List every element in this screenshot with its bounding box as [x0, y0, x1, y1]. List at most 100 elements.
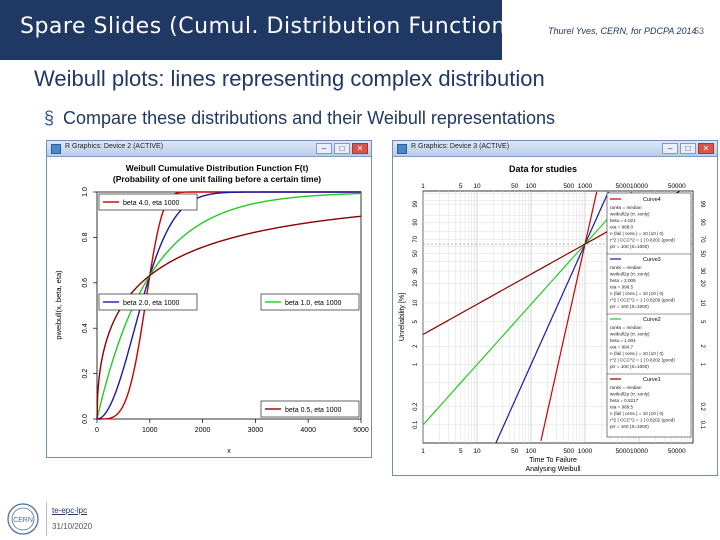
legend-1: beta 2.0, eta 1000	[98, 293, 198, 311]
y-tick-label: 0.2	[413, 402, 419, 411]
x-tick-label: 2000	[195, 427, 211, 434]
series-line-1	[495, 191, 609, 444]
title-background	[0, 0, 502, 60]
slide-subtitle: Weibull plots: lines representing comple…	[34, 66, 545, 91]
series-line-3	[96, 215, 362, 420]
legend-label: beta 2.0, eta 1000	[123, 300, 180, 307]
legend-text: beta = 0.5217	[610, 398, 639, 403]
maximize-button[interactable]: □	[334, 143, 350, 154]
y-tick-label: 0.1	[413, 420, 419, 429]
x-axis-label: x	[227, 448, 231, 455]
legend-text: eta = 998.0	[610, 225, 634, 230]
y-tick-label-right: 70	[699, 236, 705, 243]
legend-text: weibull2p (rr, xonly)	[610, 332, 650, 337]
x-tick-label: 10000	[630, 448, 648, 455]
legend-text: prr = 100 (S=1000)	[610, 424, 649, 429]
x-tick-label: 1	[421, 448, 425, 455]
y-tick-label: 50	[413, 250, 419, 257]
legend-text: beta = 4.021	[610, 218, 636, 223]
x-tick-label: 50	[511, 448, 519, 455]
y-tick-label: 5	[413, 319, 419, 323]
r-app-icon	[397, 144, 407, 154]
legend-text: eta = 996.5	[610, 285, 634, 290]
x-tick-label: 500	[563, 448, 574, 455]
x-tick-label: 1000	[142, 427, 158, 434]
legend-text: prr = 100 (S=1000)	[610, 304, 649, 309]
footer-link[interactable]: te-epc-lpc	[52, 506, 88, 515]
slide-title: Spare Slides (Cumul. Distribution Functi…	[20, 14, 516, 39]
y-tick-label: 0.8	[82, 232, 89, 242]
y-tick-label: 10	[413, 299, 419, 306]
logo-text: CERN	[13, 517, 33, 524]
slide-header: Spare Slides (Cumul. Distribution Functi…	[0, 0, 720, 60]
y-tick-label: 99	[413, 200, 419, 207]
cern-logo-icon: CERN	[7, 503, 39, 535]
legend-text: r^2 | CCC^2 = 1 | 0.8202 (good)	[610, 418, 675, 423]
x-tick-label-top: 5	[459, 183, 463, 190]
legend-curve-name: Curve4	[643, 197, 661, 203]
legend-text: prr = 100 (S=1000)	[610, 364, 649, 369]
left-window-titlebar[interactable]: R Graphics: Device 2 (ACTIVE) – □ ✕	[47, 141, 371, 157]
x-tick-label-top: 100	[526, 183, 537, 190]
legend-text: n (fail | cens.) = 10 (10 | 0)	[610, 411, 664, 416]
bullet-mark: §	[44, 108, 55, 128]
legend-text: weibull2p (rr, xonly)	[610, 392, 650, 397]
legend-curve-name: Curve3	[643, 257, 661, 263]
y-tick-label: 2	[413, 344, 419, 348]
left-window-title: R Graphics: Device 2 (ACTIVE)	[65, 143, 164, 150]
left-graphics-window[interactable]: R Graphics: Device 2 (ACTIVE) – □ ✕ Weib…	[46, 140, 372, 458]
x-tick-label-top: 1	[421, 183, 425, 190]
x-tick-label: 5000	[353, 427, 369, 434]
cdf-chart: Weibull Cumulative Distribution Function…	[54, 163, 369, 455]
x-tick-label: 50000	[668, 448, 686, 455]
legend-text: prr = 100 (S=1000)	[610, 244, 649, 249]
legend-text: beta = 2.006	[610, 278, 636, 283]
x-tick-label: 5000	[616, 448, 631, 455]
legend-box	[98, 193, 198, 211]
y-tick-label-right: 0.1	[699, 421, 705, 430]
series-line-2	[96, 192, 362, 420]
legend-text: ranks = median	[610, 265, 642, 270]
author-credit: Thurel Yves, CERN, for PDCPA 2014	[548, 26, 697, 36]
y-tick-label: 30	[413, 267, 419, 274]
minimize-button[interactable]: –	[316, 143, 332, 154]
x-tick-label: 10	[473, 448, 481, 455]
legend-text: ranks = median	[610, 385, 642, 390]
legend-text: ranks = median	[610, 325, 642, 330]
y-tick-label-right: 99	[699, 201, 705, 208]
y-tick-label-right: 50	[699, 250, 705, 257]
close-button[interactable]: ✕	[352, 143, 368, 154]
minimize-button[interactable]: –	[662, 143, 678, 154]
legend-text: weibull2p (rr, xonly)	[610, 212, 650, 217]
y-tick-label: 0.6	[82, 278, 89, 288]
x-tick-label: 4000	[300, 427, 316, 434]
chart-subtitle: (Probability of one unit failing before …	[113, 174, 321, 184]
y-tick-label-right: 0.2	[699, 403, 705, 412]
legend-label: beta 1.0, eta 1000	[285, 300, 342, 307]
bullet-item: § Compare these distributions and their …	[44, 108, 555, 129]
legend-label: beta 4.0, eta 1000	[123, 200, 180, 207]
right-window-titlebar[interactable]: R Graphics: Device 3 (ACTIVE) – □ ✕	[393, 141, 717, 157]
legend-text: n (fail | cens.) = 10 (10 | 0)	[610, 231, 664, 236]
y-tick-label: 70	[413, 235, 419, 242]
close-button[interactable]: ✕	[698, 143, 714, 154]
y-tick-label-right: 90	[699, 219, 705, 226]
y-tick-label-right: 30	[699, 268, 705, 275]
y-tick-label: 0.2	[82, 369, 89, 379]
y-tick-label: 90	[413, 218, 419, 225]
legend-0: beta 4.0, eta 1000	[98, 193, 198, 211]
right-graphics-window[interactable]: R Graphics: Device 3 (ACTIVE) – □ ✕ Data…	[392, 140, 718, 476]
legend-box	[260, 293, 360, 311]
r-app-icon	[51, 144, 61, 154]
weibull-plot: Data for studies 1 5 10 50 100 500 1000 5000 100…	[399, 164, 705, 473]
legend-2: beta 1.0, eta 1000	[260, 293, 360, 311]
x-axis-label: Time To Failure	[529, 457, 577, 464]
footer-date: 31/10/2020	[52, 522, 93, 531]
x-tick-label-top: 5000	[616, 183, 631, 190]
maximize-button[interactable]: □	[680, 143, 696, 154]
x-tick-label: 0	[95, 427, 99, 434]
legend-box	[260, 400, 360, 418]
